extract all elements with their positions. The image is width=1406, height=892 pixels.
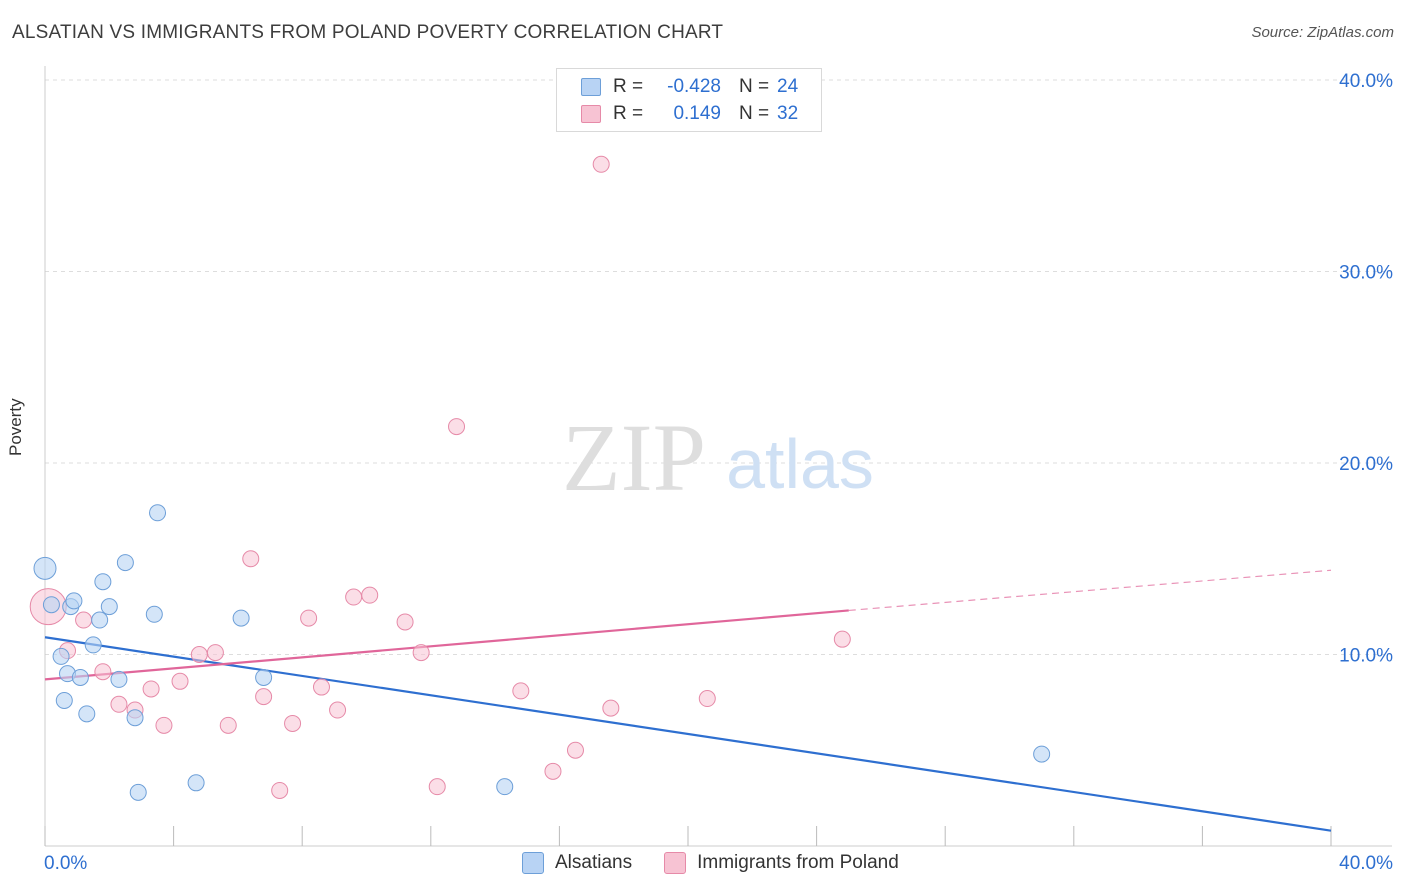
data-point-alsatians [1033,745,1051,763]
data-point-poland [75,611,93,629]
data-point-poland [110,695,128,713]
data-point-poland [396,613,414,631]
data-point-poland [206,644,224,662]
watermark-atlas: atlas [726,425,874,503]
data-point-poland [190,646,208,663]
x-tick-label: 40.0% [1339,853,1393,874]
watermark-zip: ZIP [562,404,706,511]
bottom-legend: Alsatians Immigrants from Poland [522,852,931,874]
data-point-alsatians [65,592,83,610]
data-point-poland [544,762,562,780]
bottom-legend-label: Alsatians [555,852,633,873]
chart-title: ALSATIAN VS IMMIGRANTS FROM POLAND POVER… [12,22,724,43]
bottom-legend-alsatians: Alsatians [522,852,632,874]
data-point-poland [833,630,851,648]
legend-n-value: 32 [777,103,799,124]
bottom-legend-swatch-blue [522,852,544,874]
data-point-alsatians [129,783,147,801]
legend-r-value: 0.149 [673,103,721,124]
legend-n-label: N = [739,103,770,124]
y-axis-label: Poverty [6,398,25,456]
trend-line-poland [44,609,849,681]
legend-swatch-blue [581,78,601,96]
watermark: ZIP atlas [562,404,874,511]
data-point-alsatians [496,778,514,796]
data-point-poland [512,682,530,700]
data-point-alsatians [94,573,112,591]
data-point-poland [155,716,173,734]
data-point-poland [271,781,289,799]
x-tick-label: 0.0% [44,853,87,874]
data-point-poland [329,701,347,719]
data-point-alsatians [84,636,102,654]
data-point-alsatians [71,668,89,686]
data-point-alsatians [149,504,167,522]
data-point-alsatians [100,598,118,616]
y-tick-label: 40.0% [1339,71,1393,92]
legend: R = -0.428 N = 24 R = 0.149 N = 32 [556,68,822,132]
trend-line-poland-extension [848,569,1332,612]
data-point-alsatians [42,596,60,614]
y-tick-label: 10.0% [1339,646,1393,667]
data-point-poland [698,690,716,708]
data-point-alsatians [33,556,57,580]
data-point-poland [142,680,160,698]
tick-labels: 10.0% 20.0% 30.0% 40.0% 0.0% 40.0% [44,71,1393,874]
legend-row-alsatians: R = -0.428 N = 24 [581,75,798,99]
data-point-poland [219,716,237,734]
bottom-legend-poland: Immigrants from Poland [664,852,899,874]
legend-r-value: -0.428 [667,76,721,97]
data-points [29,155,1051,801]
data-point-alsatians [116,554,134,572]
axes [44,66,1392,847]
data-point-poland [361,586,379,604]
legend-row-poland: R = 0.149 N = 32 [581,102,798,126]
data-point-poland [171,672,189,690]
data-point-alsatians [232,609,250,627]
bottom-legend-swatch-pink [664,852,687,874]
trend-lines [44,569,1332,832]
bottom-legend-label: Immigrants from Poland [697,852,899,873]
data-point-poland [300,609,318,627]
data-point-poland [566,741,584,759]
legend-n-label: N = [739,76,770,97]
data-point-alsatians [78,705,96,723]
y-tick-label: 20.0% [1339,454,1393,475]
data-point-alsatians [126,709,144,727]
data-point-poland [412,644,430,662]
data-point-poland [94,663,112,681]
data-point-poland [592,155,610,173]
data-point-poland [448,418,466,436]
legend-swatch-pink [581,105,601,123]
data-point-alsatians [255,668,273,686]
legend-n-value: 24 [777,76,799,97]
legend-r-label: R = [613,103,644,124]
data-point-poland [242,550,260,568]
data-point-poland [284,714,302,732]
data-point-alsatians [55,691,73,709]
data-point-poland [345,588,363,606]
data-point-poland [312,678,330,696]
data-point-poland [428,778,446,796]
data-point-alsatians [110,670,128,688]
y-tick-label: 30.0% [1339,263,1393,284]
source-label: Source: ZipAtlas.com [1251,24,1394,41]
data-point-alsatians [52,647,70,665]
data-point-poland [255,688,273,706]
trend-line-alsatians [44,636,1332,832]
data-point-alsatians [145,605,163,623]
legend-r-label: R = [613,76,644,97]
data-point-alsatians [187,774,205,792]
data-point-poland [602,699,620,717]
grid [45,79,1392,655]
data-point-alsatians [91,611,109,629]
